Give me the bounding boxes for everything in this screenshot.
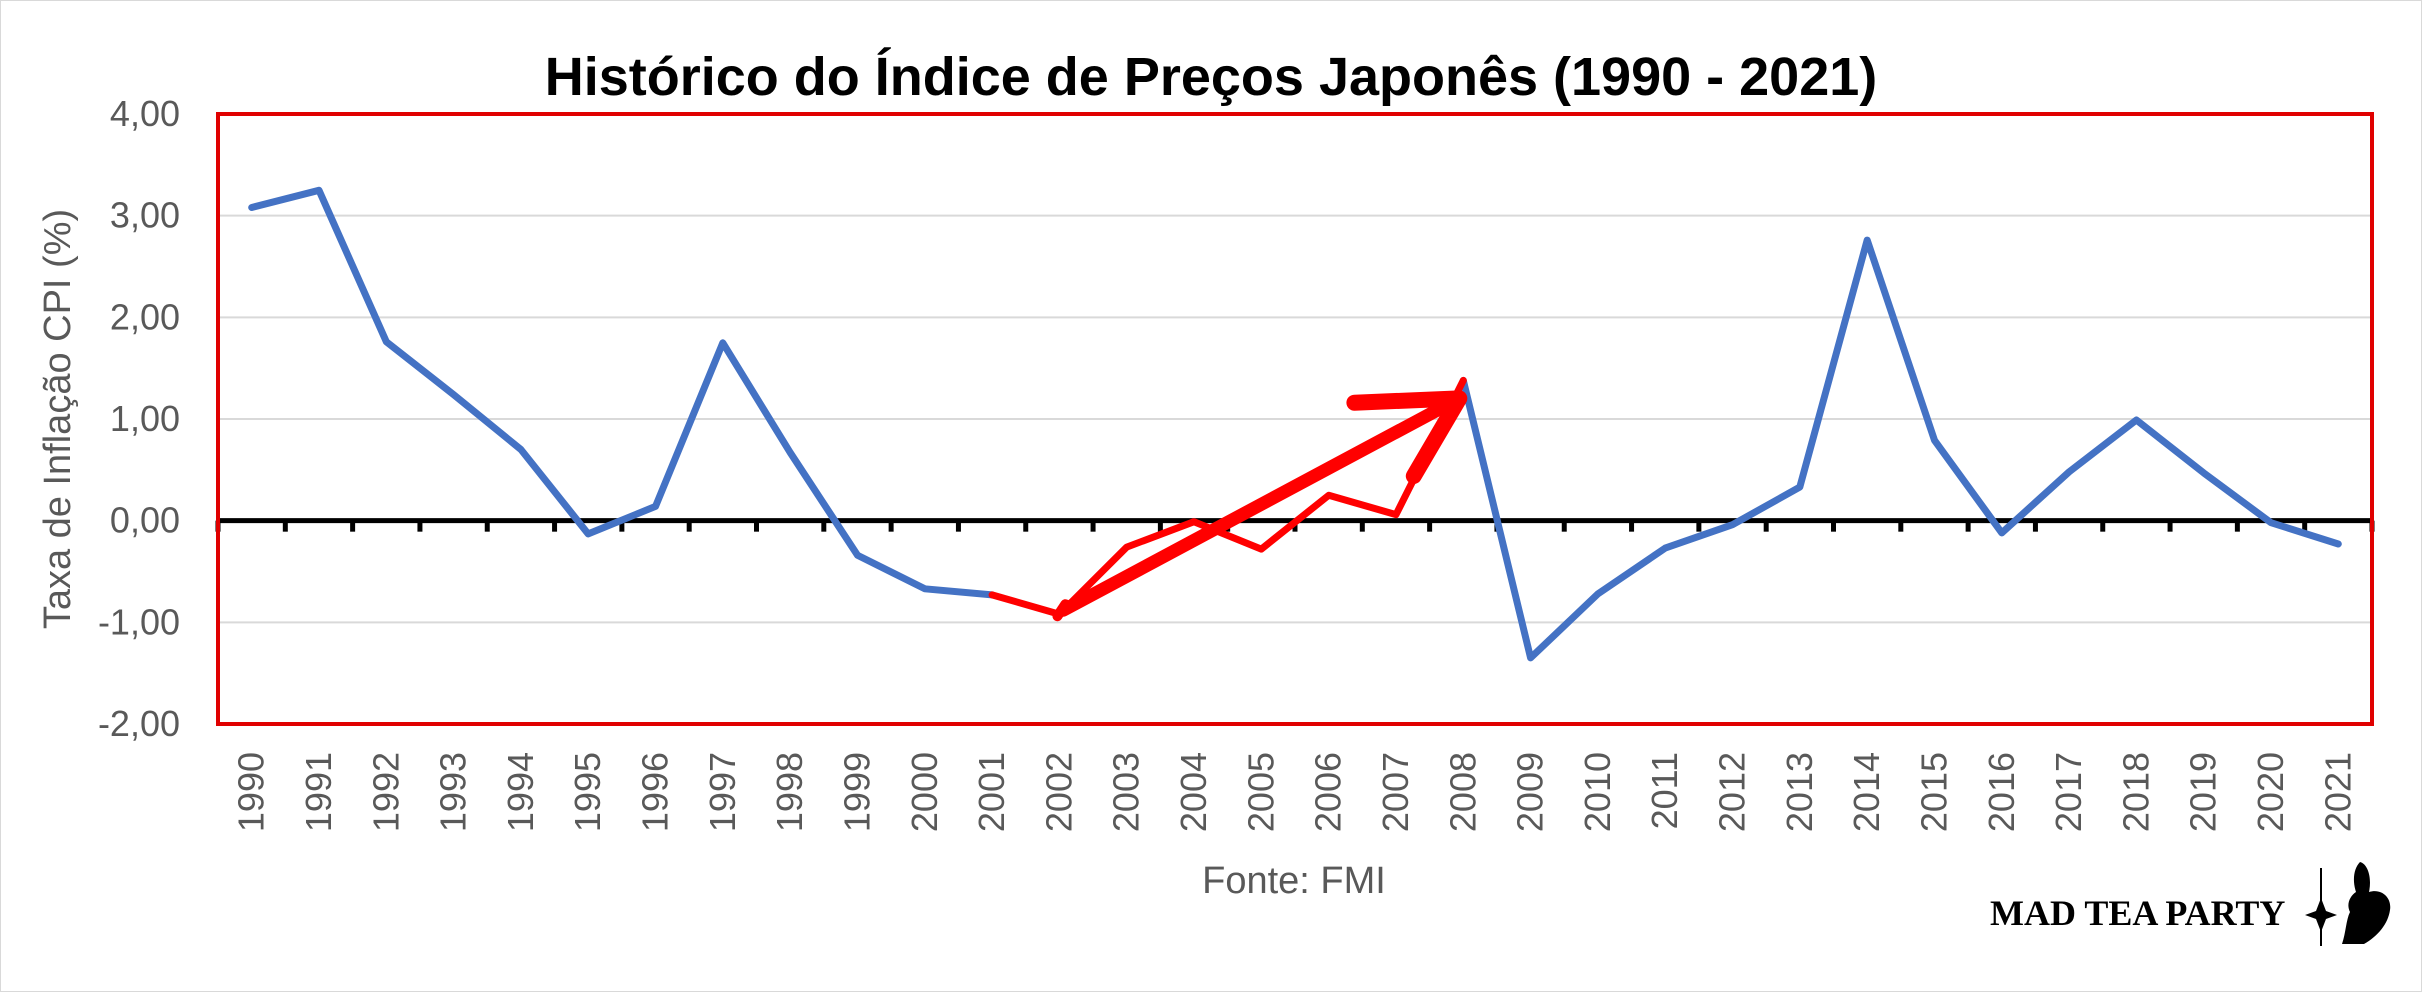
- series-line: [248, 186, 996, 599]
- series-line-highlight: [988, 376, 1467, 618]
- annotation-arrow-shaft: [1056, 391, 1466, 617]
- y-tick-label: 0,00: [110, 500, 180, 541]
- x-axis-label: Fonte: FMI: [1202, 860, 1386, 902]
- x-tick-label: 2004: [1173, 752, 1214, 832]
- x-tick-label: 2001: [971, 752, 1012, 832]
- x-tick-label: 2005: [1240, 752, 1281, 832]
- x-tick-label: 2021: [2317, 752, 2358, 832]
- x-tick-label: 2003: [1106, 752, 1147, 832]
- y-axis-label: Taxa de Inflação CPI (%): [37, 209, 79, 629]
- x-tick-label: 2012: [1712, 752, 1753, 832]
- y-tick-label: 1,00: [110, 398, 180, 439]
- x-tick-label: 1994: [500, 752, 541, 832]
- series-group: [248, 186, 2342, 662]
- x-tick-label: 2000: [904, 752, 945, 832]
- series-line: [1459, 236, 2342, 662]
- y-tick-label: 3,00: [110, 195, 180, 236]
- brand-text: MAD TEA PARTY: [1990, 893, 2285, 933]
- y-axis-ticks: -2,00 -1,00 0,00 1,00 2,00 3,00 4,00: [98, 93, 180, 744]
- x-tick-label: 2014: [1846, 752, 1887, 832]
- x-tick-label: 2011: [1644, 752, 1685, 829]
- y-tick-label: -1,00: [98, 601, 180, 642]
- x-tick-label: 1999: [836, 752, 877, 832]
- y-tick-label: 4,00: [110, 93, 180, 134]
- y-tick-label: -2,00: [98, 703, 180, 744]
- x-tick-label: 2017: [2048, 752, 2089, 832]
- x-tick-label: 2008: [1442, 752, 1483, 832]
- x-tick-label: 2013: [1779, 752, 1820, 832]
- x-tick-label: 2009: [1510, 752, 1551, 832]
- x-tick-label: 1993: [433, 752, 474, 832]
- x-tick-label: 2019: [2183, 752, 2224, 832]
- x-tick-label: 1990: [231, 752, 272, 832]
- x-tick-label: 1992: [365, 752, 406, 832]
- x-axis-ticks: 1990 1991 1992 1993 1994 1995 1996 1997 1998 1999…: [231, 752, 2359, 832]
- plot-border: [216, 112, 2374, 726]
- x-tick-label: 2002: [1038, 752, 1079, 832]
- x-tick-label: 2006: [1308, 752, 1349, 832]
- chart-title: Histórico do Índice de Preços Japonês (1…: [545, 47, 1878, 107]
- x-tick-label: 2016: [1981, 752, 2022, 832]
- x-tick-label: 2020: [2250, 752, 2291, 832]
- annotation-arrow-tail: [1052, 599, 1071, 622]
- gridlines: [218, 113, 2372, 725]
- x-tick-label: 1998: [769, 752, 810, 832]
- x-tick-label: 1997: [702, 752, 743, 832]
- x-tick-label: 2007: [1375, 752, 1416, 832]
- x-tick-label: 1991: [298, 752, 339, 832]
- y-tick-label: 2,00: [110, 296, 180, 337]
- annotation-group: [1052, 390, 1468, 622]
- x-tick-label: 1996: [635, 752, 676, 832]
- annotation-arrow-head: [1346, 390, 1468, 484]
- x-tick-label: 1995: [567, 752, 608, 832]
- x-tick-label: 2010: [1577, 752, 1618, 832]
- x-tick-label: 2015: [1913, 752, 1954, 832]
- brand-logo: MAD TEA PARTY: [1990, 862, 2391, 946]
- x-tick-label: 2018: [2115, 752, 2156, 832]
- rabbit-icon: [2342, 862, 2391, 944]
- sparkle-icon: [2305, 898, 2337, 932]
